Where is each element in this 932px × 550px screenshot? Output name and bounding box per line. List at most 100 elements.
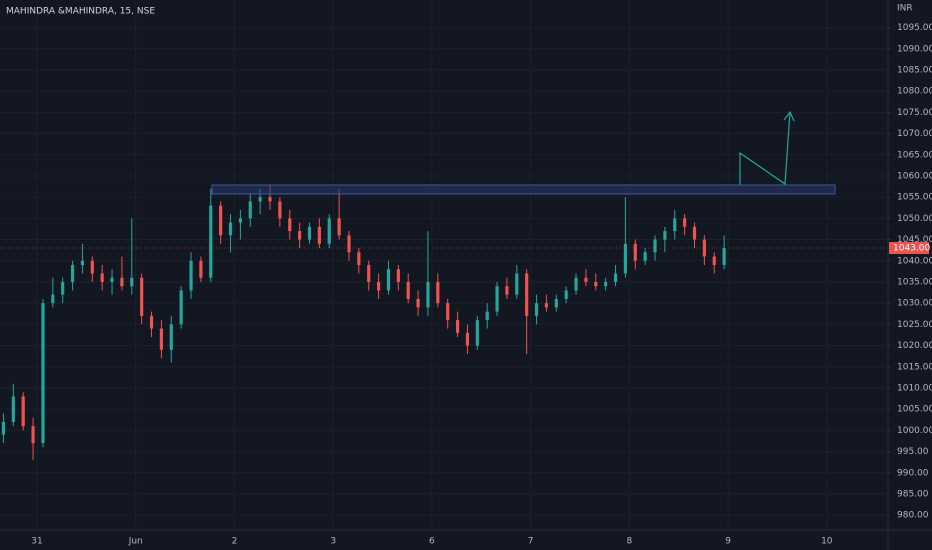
y-tick-label: 1055.00 <box>897 193 932 203</box>
candle-body <box>406 281 410 299</box>
candle-body <box>604 281 608 287</box>
candle-body <box>130 277 134 287</box>
candle-body <box>110 277 114 282</box>
grid <box>0 0 888 530</box>
projection-arrow <box>739 111 791 186</box>
candle-body <box>228 222 233 236</box>
candle-body <box>268 197 272 202</box>
candle-body <box>11 396 15 422</box>
candle-body <box>169 324 173 350</box>
resistance-zone <box>211 184 836 195</box>
y-tick-label: 1095.00 <box>897 23 932 33</box>
x-tick-label: 6 <box>429 537 435 547</box>
candle-body <box>1 421 6 435</box>
candle-body <box>41 303 45 444</box>
candle-body <box>692 226 697 240</box>
candle-body <box>219 205 223 236</box>
candle-body <box>515 273 519 295</box>
candle-body <box>564 290 568 299</box>
x-tick-label: 7 <box>528 537 534 547</box>
candle-body <box>100 273 104 282</box>
candle-body <box>613 273 618 282</box>
candle-body <box>712 256 716 265</box>
x-tick-label: 2 <box>232 537 238 547</box>
y-tick-label: 1005.00 <box>897 405 932 415</box>
candle-body <box>416 298 420 308</box>
y-tick-label: 1085.00 <box>897 65 932 75</box>
candle-body <box>396 269 400 282</box>
candle-body <box>653 239 657 253</box>
candle-body <box>31 426 35 444</box>
candle-body <box>327 218 331 244</box>
candle-body <box>238 218 242 223</box>
candle-body <box>288 218 292 232</box>
candle-body <box>436 281 440 304</box>
candle-body <box>179 290 183 325</box>
candle-body <box>544 303 549 308</box>
axes: 980.00 985.00 990.00 995.00 1000.00 1005.00 10… <box>0 23 932 547</box>
candle-body <box>159 328 164 350</box>
candle-body <box>554 298 558 308</box>
arrow-head <box>783 110 795 122</box>
y-tick-label: 1020.00 <box>897 341 932 351</box>
y-tick-label: 1030.00 <box>897 299 932 309</box>
candle-body <box>663 231 667 240</box>
candle-body <box>386 269 391 291</box>
candle-body <box>643 252 647 261</box>
y-tick-label: 1070.00 <box>897 129 932 139</box>
candle-body <box>446 303 450 321</box>
chart-title: MAHINDRA &MAHINDRA, 15, NSE <box>6 7 155 17</box>
y-tick-label: 1045.00 <box>897 235 932 245</box>
candle-body <box>278 201 282 219</box>
y-tick-label: 995.00 <box>897 447 929 457</box>
y-tick-label: 990.00 <box>897 468 929 478</box>
y-tick-label: 980.00 <box>897 511 929 521</box>
candle-body <box>61 281 65 295</box>
candle-body <box>475 320 479 346</box>
candle-body <box>347 235 351 253</box>
candle-body <box>623 243 628 274</box>
y-tick-label: 1000.00 <box>897 426 932 436</box>
candle-body <box>199 260 203 278</box>
y-tick-label: 1060.00 <box>897 171 932 181</box>
candle-body <box>376 281 381 291</box>
y-axis-label: INR <box>897 4 913 14</box>
y-tick-label: 1040.00 <box>897 256 932 266</box>
candle-body <box>80 260 85 265</box>
y-tick-label: 1025.00 <box>897 320 932 330</box>
y-tick-label: 985.00 <box>897 489 929 499</box>
candle-body <box>367 265 371 282</box>
x-tick-label: 8 <box>626 537 632 547</box>
y-tick-label: 1080.00 <box>897 87 932 97</box>
candle-body <box>594 281 598 287</box>
x-tick-label: 10 <box>821 537 833 547</box>
candle-body <box>70 265 75 282</box>
candle-body <box>455 320 460 333</box>
candle-body <box>248 201 252 219</box>
y-tick-label: 1090.00 <box>897 44 932 54</box>
candle-body <box>673 218 677 232</box>
y-tick-label: 1075.00 <box>897 108 932 118</box>
candle-body <box>534 303 539 316</box>
x-tick-label: Jun <box>128 537 143 547</box>
candle-body <box>307 226 312 240</box>
y-tick-label: 1065.00 <box>897 150 932 160</box>
candle-body <box>495 286 499 312</box>
y-tick-label: 1050.00 <box>897 214 932 224</box>
candle-body <box>317 226 321 244</box>
last-price-box <box>889 242 929 255</box>
candle-body <box>258 197 262 202</box>
candle-body <box>683 218 687 227</box>
x-tick-label: 9 <box>725 537 731 547</box>
candle-body <box>51 294 55 304</box>
candle-body <box>21 396 25 427</box>
last-price-label: 1043.00 <box>893 244 930 254</box>
candle-body <box>485 311 489 321</box>
candle-body <box>90 260 94 274</box>
y-tick-label: 1010.00 <box>897 383 932 393</box>
candle-body <box>357 252 361 265</box>
candle-body <box>298 231 302 240</box>
y-tick-label: 1035.00 <box>897 277 932 287</box>
candle-body <box>584 277 588 282</box>
